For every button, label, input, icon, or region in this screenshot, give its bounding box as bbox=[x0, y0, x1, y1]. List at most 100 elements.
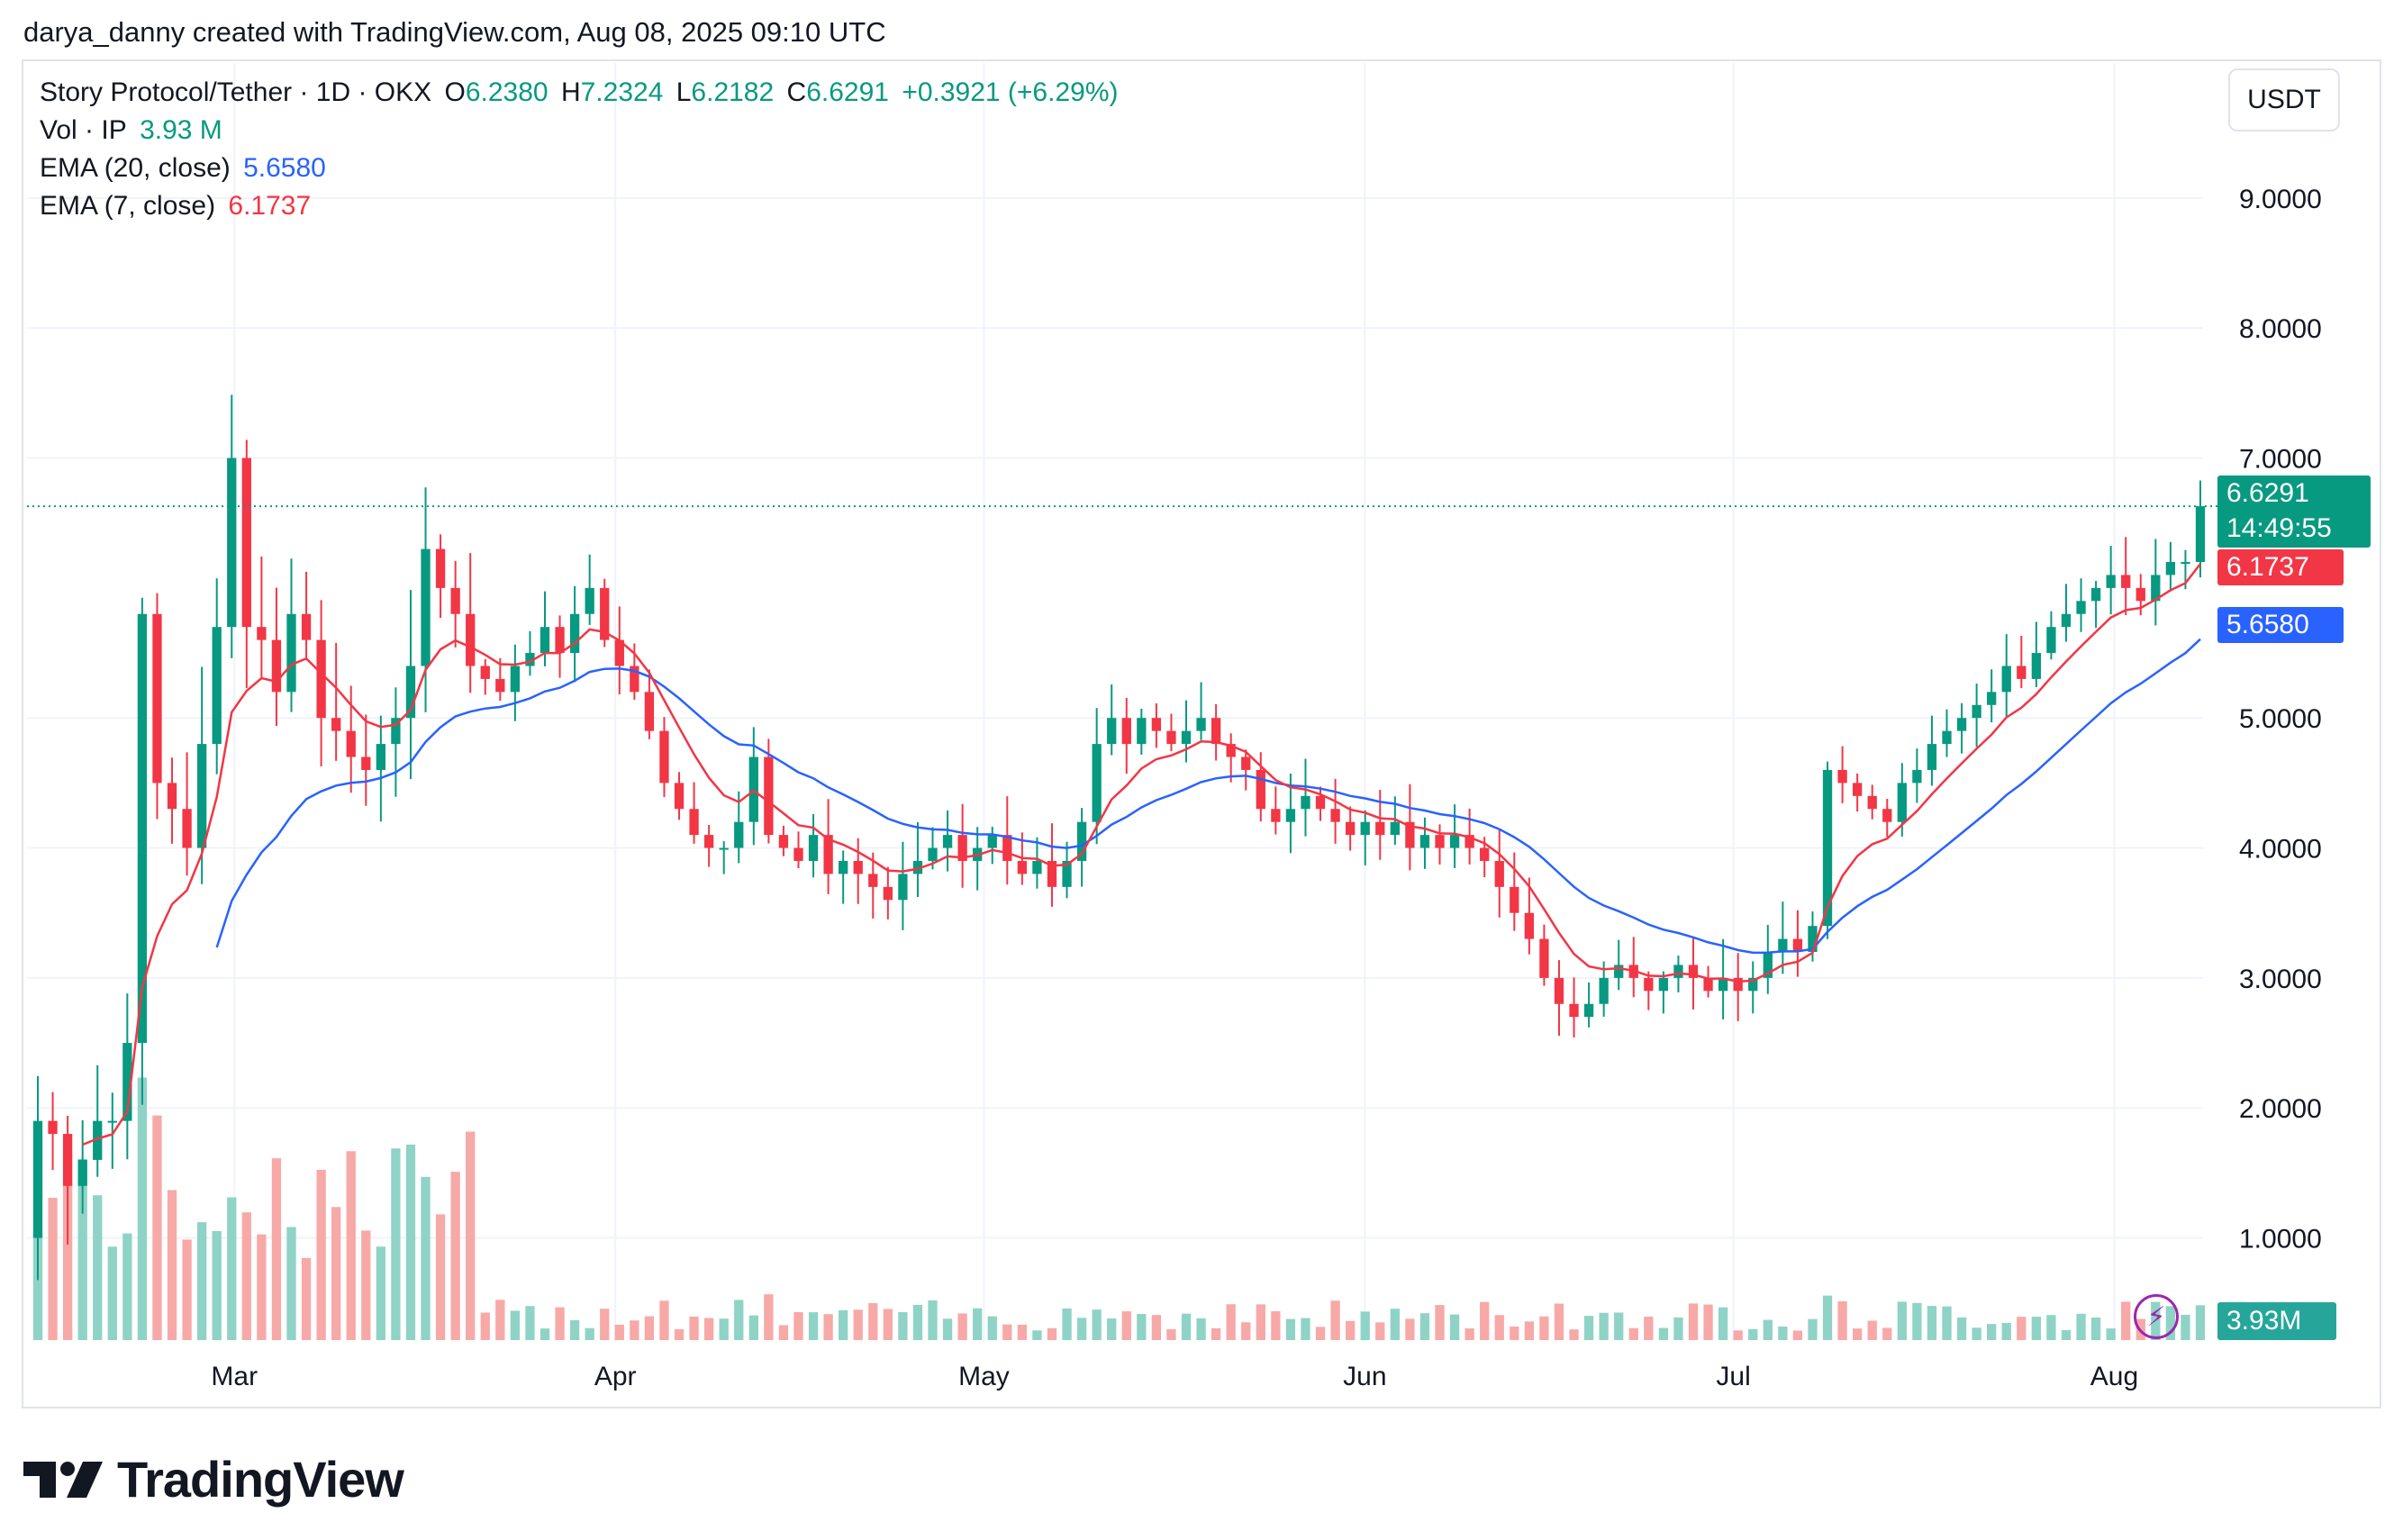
volume-bar bbox=[1449, 1314, 1460, 1340]
candle-body bbox=[1703, 977, 1713, 992]
volume-bar bbox=[1628, 1327, 1638, 1340]
candlesticks bbox=[32, 394, 2206, 1281]
volume-bar bbox=[1315, 1327, 1326, 1340]
volume-bar bbox=[823, 1314, 833, 1340]
volume-bar bbox=[182, 1239, 192, 1340]
candle-body bbox=[1480, 847, 1490, 861]
volume-bar bbox=[1076, 1318, 1087, 1340]
volume-bar bbox=[1748, 1328, 1758, 1340]
volume-bar bbox=[674, 1328, 685, 1340]
candle-body bbox=[257, 627, 267, 640]
x-tick-label: Aug bbox=[2090, 1362, 2138, 1391]
candle-body bbox=[1882, 809, 1892, 822]
volume-bar bbox=[316, 1169, 326, 1340]
candle-body bbox=[957, 835, 967, 861]
volume-bar bbox=[898, 1311, 908, 1340]
ema7-legend: EMA (7, close) 6.1737 bbox=[40, 191, 316, 222]
low-label: L bbox=[676, 77, 692, 107]
candle-body bbox=[1285, 809, 1296, 822]
volume-bar bbox=[376, 1246, 385, 1340]
candle-body bbox=[1062, 860, 1072, 887]
candle-body bbox=[883, 886, 893, 901]
volume-bar bbox=[748, 1315, 758, 1340]
volume-bar bbox=[883, 1309, 893, 1340]
candle-body bbox=[898, 874, 908, 901]
volume-bar bbox=[2121, 1301, 2131, 1340]
candle-body bbox=[435, 548, 446, 588]
candle-body bbox=[1032, 860, 1042, 874]
ema20-line bbox=[215, 638, 2201, 955]
ema20-legend: EMA (20, close) 5.6580 bbox=[40, 153, 331, 184]
close-label: C bbox=[786, 77, 807, 107]
volume-legend: Vol · IP 3.93 M bbox=[40, 115, 228, 146]
volume-bar bbox=[2031, 1317, 2042, 1340]
candle-body bbox=[271, 639, 282, 693]
close-value: 6.6291 bbox=[806, 77, 889, 107]
volume-bar bbox=[1718, 1307, 1728, 1340]
candle-body bbox=[853, 860, 863, 874]
ema7-label: EMA (7, close) bbox=[40, 191, 216, 221]
volume-bar bbox=[1808, 1318, 1818, 1340]
open-label: O bbox=[444, 77, 466, 107]
volume-bar bbox=[1882, 1327, 1892, 1340]
volume-bar bbox=[1927, 1306, 1937, 1340]
volume-bar bbox=[1688, 1303, 1699, 1340]
candle-body bbox=[778, 835, 789, 848]
volume-bar bbox=[1673, 1317, 1683, 1340]
volume-bar bbox=[346, 1151, 356, 1340]
volume-bar bbox=[167, 1190, 177, 1340]
candle-body bbox=[1315, 795, 1326, 810]
candle-body bbox=[1196, 718, 1206, 731]
candle-body bbox=[2046, 627, 2056, 654]
volume-bar bbox=[630, 1320, 639, 1340]
candle-body bbox=[48, 1120, 58, 1135]
volume-bar bbox=[1569, 1329, 1579, 1340]
candle-body bbox=[1121, 718, 1131, 745]
volume-bar bbox=[62, 1181, 73, 1340]
volume-bar bbox=[1822, 1295, 1833, 1340]
ema7-line bbox=[82, 563, 2201, 1146]
volume-tag: 3.93M bbox=[2217, 1302, 2336, 1340]
volume-bar bbox=[1271, 1311, 1281, 1340]
tradingview-logo[interactable]: TradingView bbox=[23, 1450, 404, 1508]
candle-body bbox=[1076, 821, 1087, 861]
volume-bar bbox=[1987, 1324, 1997, 1340]
candle-body bbox=[2151, 575, 2161, 602]
candle-body bbox=[495, 678, 505, 693]
candle-body bbox=[1017, 860, 1028, 874]
volume-bar bbox=[1942, 1306, 1952, 1340]
volume-bar bbox=[957, 1313, 967, 1340]
lightning-icon[interactable]: ⚡ bbox=[2134, 1294, 2179, 1339]
candle-body bbox=[1301, 795, 1310, 810]
candle-body bbox=[719, 847, 729, 850]
candle-body bbox=[2106, 575, 2116, 588]
candle-body bbox=[1107, 718, 1117, 745]
volume-bars bbox=[32, 1077, 2206, 1340]
volume-bar bbox=[1032, 1330, 1042, 1340]
volume-bar bbox=[2195, 1305, 2206, 1340]
volume-bar bbox=[1853, 1328, 1863, 1340]
candle-body bbox=[2001, 666, 2011, 693]
volume-label: Vol · IP bbox=[40, 115, 127, 145]
volume-bar bbox=[1435, 1305, 1445, 1340]
ema7-tag: 6.1737 bbox=[2217, 549, 2344, 585]
candle-body bbox=[703, 835, 714, 848]
candle-body bbox=[1047, 860, 1057, 887]
volume-bar bbox=[2017, 1317, 2027, 1340]
candle-body bbox=[1539, 938, 1549, 978]
candle-body bbox=[450, 587, 460, 614]
volume-bar bbox=[1419, 1313, 1430, 1340]
candle-body bbox=[1778, 938, 1788, 953]
candle-body bbox=[480, 666, 490, 679]
candle-body bbox=[1524, 912, 1535, 939]
volume-bar bbox=[1196, 1318, 1206, 1340]
candle-body bbox=[2181, 562, 2190, 565]
candle-body bbox=[1912, 769, 1922, 784]
volume-bar bbox=[1956, 1317, 1967, 1340]
candle-body bbox=[912, 860, 923, 874]
currency-button[interactable]: USDT bbox=[2228, 68, 2340, 131]
volume-bar bbox=[764, 1294, 774, 1340]
volume-bar bbox=[1972, 1327, 1981, 1340]
volume-value: 3.93 M bbox=[140, 115, 222, 145]
